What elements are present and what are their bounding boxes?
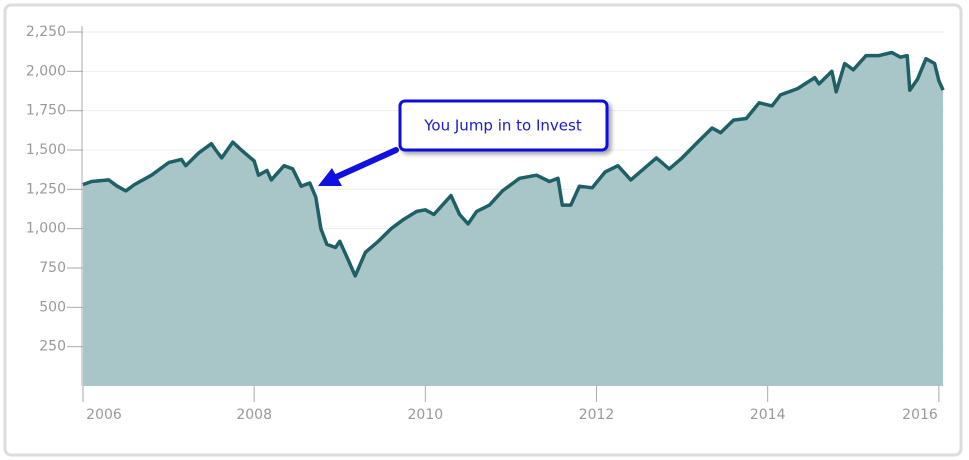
x-tick-label: 2006 bbox=[86, 407, 122, 423]
y-tick-label: 750 bbox=[39, 260, 66, 276]
y-tick-label: 2,250 bbox=[26, 24, 66, 40]
annotation: You Jump in to Invest bbox=[423, 117, 582, 135]
line bbox=[82, 50, 945, 278]
y-tick-label: 1,250 bbox=[26, 181, 66, 197]
y-tick-label: 1,500 bbox=[26, 142, 66, 158]
y-tick-label: 1,000 bbox=[26, 221, 66, 237]
x-tick-label: 2014 bbox=[750, 407, 786, 423]
y-tick-label: 2,000 bbox=[26, 63, 66, 79]
y-tick-label: 500 bbox=[39, 299, 66, 315]
x-tick-label: 2008 bbox=[236, 407, 272, 423]
y-tick-label: 1,750 bbox=[26, 103, 66, 119]
x-tick-label: 2016 bbox=[902, 407, 938, 423]
y-tick-label: 250 bbox=[39, 339, 66, 355]
x-tick-label: 2010 bbox=[408, 407, 444, 423]
annotation-box bbox=[398, 99, 609, 152]
area bbox=[83, 52, 944, 386]
annotation-arrow bbox=[318, 147, 399, 186]
x-tick-label: 2012 bbox=[579, 407, 615, 423]
